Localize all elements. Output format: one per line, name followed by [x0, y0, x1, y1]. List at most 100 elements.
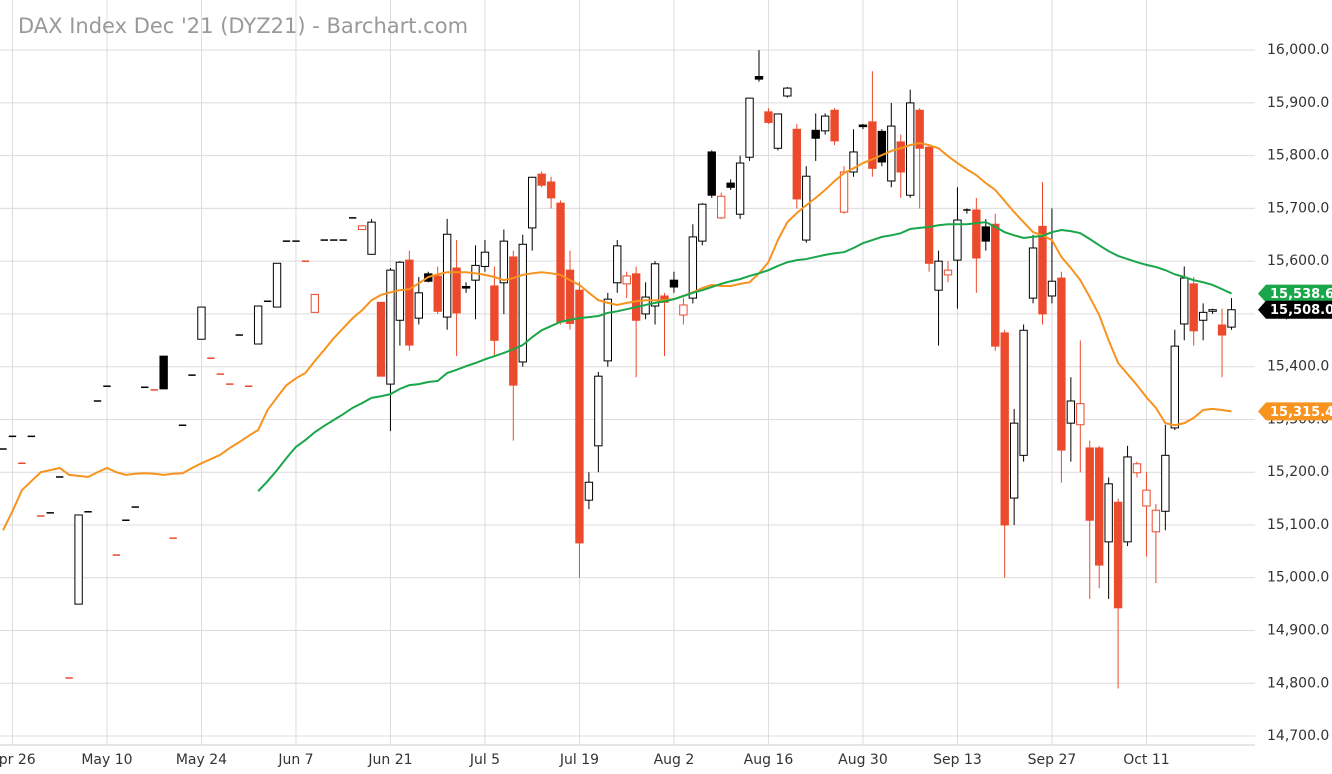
price-tag — [1258, 284, 1332, 303]
candle-body — [915, 109, 924, 149]
candle-body — [367, 221, 376, 255]
price-tag-label: 15,315.4 — [1270, 405, 1332, 420]
candle-body — [991, 223, 1000, 347]
candle-body — [575, 289, 584, 544]
x-tick-label: Aug 2 — [654, 752, 695, 768]
moving-average-line — [257, 221, 1232, 492]
x-tick-label: Aug 16 — [744, 752, 794, 768]
candle-body — [707, 151, 716, 196]
candle-body — [1019, 329, 1028, 456]
candle-body — [754, 76, 764, 80]
grid — [0, 0, 1255, 746]
candle-body — [849, 151, 858, 173]
candle-body — [442, 233, 452, 318]
candle-body — [688, 236, 698, 299]
candle-body — [943, 269, 953, 276]
marks — [0, 50, 1236, 689]
x-tick-label: Sep 13 — [933, 752, 982, 768]
candle-body — [953, 219, 962, 261]
x-tick-label: Aug 30 — [838, 752, 888, 768]
candle-body — [414, 292, 423, 319]
candle-body — [698, 203, 707, 242]
candle-body — [1057, 277, 1066, 451]
candle-body — [1142, 489, 1151, 507]
candle-body — [480, 251, 490, 267]
price-tag — [1258, 300, 1332, 319]
candle-body — [1198, 311, 1208, 321]
candle-body — [726, 182, 735, 188]
candle-body — [981, 226, 990, 242]
y-tick-label: 14,800.0 — [1267, 675, 1329, 691]
candle-body — [594, 375, 603, 447]
candle-body — [830, 109, 839, 142]
candle-body — [74, 514, 83, 605]
y-tick-label: 15,700.0 — [1267, 200, 1329, 216]
candle-body — [924, 146, 934, 264]
candle-body — [735, 162, 745, 215]
candle-body — [499, 240, 509, 284]
candle-body — [764, 111, 773, 123]
candle-body — [1047, 280, 1057, 297]
y-tick-label: 15,900.0 — [1267, 95, 1329, 111]
candle-body — [509, 256, 518, 386]
candle-body — [1170, 345, 1179, 429]
x-tick-label: Jun 7 — [277, 752, 313, 768]
candle-body — [679, 304, 688, 316]
y-tick-label: 15,600.0 — [1267, 253, 1329, 269]
candle-body — [386, 269, 395, 385]
y-tick-label: 15,100.0 — [1267, 517, 1329, 533]
x-tick-label: Jul 19 — [559, 752, 599, 768]
candle-body — [1113, 501, 1123, 609]
candle-body — [783, 87, 792, 97]
candle-body — [1208, 309, 1217, 312]
candle-body — [934, 260, 943, 291]
candle-body — [1000, 332, 1009, 526]
candle-body — [537, 173, 546, 186]
candle-body — [773, 113, 783, 149]
candle-body — [603, 298, 612, 362]
candle-body — [811, 129, 820, 139]
candle-body — [1066, 400, 1076, 424]
moving-average-line — [2, 141, 1232, 531]
candle-body — [433, 275, 442, 312]
candle-body — [197, 306, 206, 340]
candle-body — [1076, 403, 1085, 426]
candle-body — [792, 128, 801, 200]
x-tick-label: May 10 — [81, 752, 132, 768]
candle-body — [518, 243, 527, 363]
candle-body — [1095, 447, 1104, 566]
price-tag-label: 15,538.6 — [1270, 287, 1332, 302]
candle-body — [877, 130, 887, 163]
x-tick-label: Jul 5 — [469, 752, 500, 768]
y-tick-label: 15,400.0 — [1267, 359, 1329, 375]
candle-body — [310, 293, 320, 313]
candle-body — [631, 273, 641, 321]
candle-body — [613, 245, 622, 284]
x-tick-label: Sep 27 — [1028, 752, 1077, 768]
labels: 14,700.0 14,800.0 14,900.0 15,000.0 15,100.0… — [0, 42, 1332, 768]
candle-body — [745, 97, 754, 158]
candle-body — [650, 263, 660, 307]
chart-title: DAX Index Dec '21 (DYZ21) - Barchart.com — [18, 14, 468, 38]
candle-body — [1123, 456, 1132, 543]
candle-body — [972, 209, 981, 259]
candle-body — [452, 267, 461, 314]
candle-body — [1161, 454, 1170, 512]
candle-body — [272, 262, 282, 308]
candle-body — [461, 285, 471, 289]
candle-body — [1227, 309, 1236, 328]
candle-body — [490, 285, 499, 341]
candle-body — [1038, 225, 1047, 315]
candle-body — [1009, 422, 1019, 499]
candle-body — [253, 305, 263, 345]
candle-body — [1104, 483, 1113, 543]
x-tick-label: Oct 11 — [1123, 752, 1169, 768]
candle-body — [405, 259, 414, 346]
candle-body — [357, 225, 367, 231]
candle-body — [1028, 247, 1038, 299]
candle-body — [717, 195, 726, 219]
candle-body — [839, 171, 849, 213]
price-tag — [1258, 402, 1332, 421]
